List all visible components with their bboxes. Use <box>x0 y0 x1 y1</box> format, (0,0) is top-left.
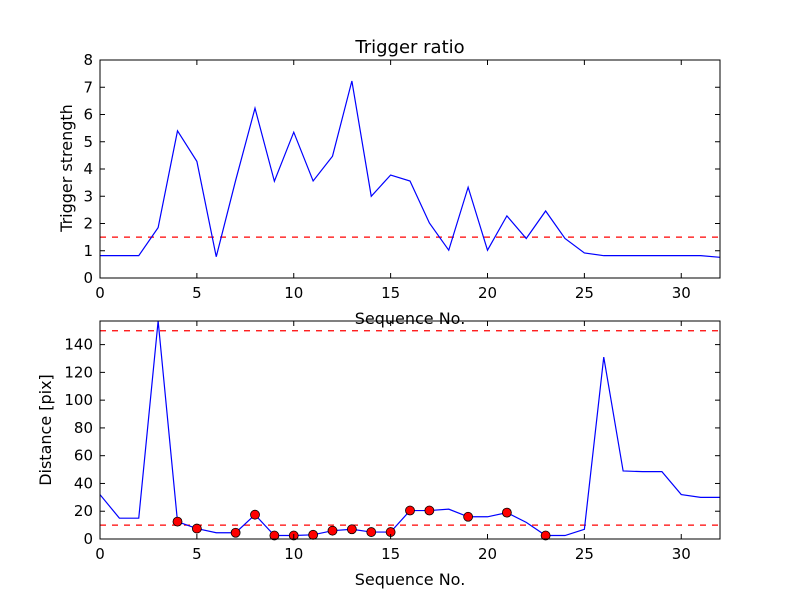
distance-marker-point <box>463 511 474 522</box>
distance-marker-point <box>501 507 512 518</box>
distance-marker-point <box>405 505 415 516</box>
distance-axes: Sequence No. Distance [pix] 0 5 10 15 20 25 30… <box>36 320 721 589</box>
trigger-ratio-xlabel: Sequence No. <box>355 309 466 328</box>
distance-xtick-label: 15 <box>381 545 400 563</box>
distance-ytick-label: 80 <box>74 419 93 437</box>
distance-xtick-label: 30 <box>672 545 691 563</box>
distance-marker-point <box>172 516 183 527</box>
distance-marker-point <box>327 525 338 536</box>
trigger-ratio-series-line-0 <box>100 80 720 258</box>
trigger-ratio-ytick-label: 1 <box>83 242 93 260</box>
trigger-ratio-ylabel: Trigger strength <box>57 104 76 233</box>
trigger-ratio-ytick-label: 3 <box>83 187 93 205</box>
trigger-ratio-xtick-label: 5 <box>192 284 202 302</box>
distance-xlabel: Sequence No. <box>355 570 466 589</box>
trigger-ratio-ytick-label: 7 <box>83 78 93 96</box>
trigger-ratio-xtick-label: 10 <box>284 284 303 302</box>
distance-xtick-label: 10 <box>284 545 303 563</box>
distance-marker-point <box>308 529 319 540</box>
trigger-ratio-ytick-label: 5 <box>83 133 93 151</box>
trigger-ratio-xtick-label: 20 <box>478 284 497 302</box>
distance-axes-frame <box>99 320 721 540</box>
distance-ytick-label: 0 <box>83 530 93 548</box>
distance-marker-point <box>366 527 377 537</box>
distance-marker-point <box>250 509 260 520</box>
distance-marker-point <box>424 505 435 516</box>
distance-ytick-label: 60 <box>74 447 93 465</box>
trigger-ratio-plot-area <box>100 80 720 258</box>
trigger-ratio-xtick-label: 30 <box>672 284 691 302</box>
distance-ytick-label: 140 <box>64 336 93 354</box>
distance-ytick-label: 120 <box>64 363 93 381</box>
distance-xtick-label: 25 <box>575 545 594 563</box>
distance-marker-point <box>346 524 357 535</box>
distance-ytick-label: 20 <box>74 502 93 520</box>
trigger-ratio-xtick-label: 15 <box>381 284 400 302</box>
trigger-ratio-title: Trigger ratio <box>354 37 464 58</box>
trigger-ratio-ytick-label: 2 <box>83 215 93 233</box>
trigger-ratio-ytick-label: 8 <box>83 51 93 69</box>
distance-marker-point <box>191 523 202 534</box>
distance-ytick-label: 40 <box>74 474 93 492</box>
distance-marker-point <box>540 530 551 541</box>
distance-ytick-label: 100 <box>64 391 93 409</box>
trigger-ratio-xtick-label: 25 <box>575 284 594 302</box>
trigger-ratio-ytick-label: 0 <box>83 269 93 287</box>
distance-marker-point <box>230 527 241 538</box>
trigger-ratio-xtick-label: 0 <box>95 284 105 302</box>
trigger-ratio-ytick-label: 4 <box>83 160 93 178</box>
distance-xtick-label: 5 <box>192 545 202 563</box>
trigger-ratio-axes: Trigger ratio Sequence No. Trigger stren… <box>57 37 721 328</box>
distance-xtick-label: 0 <box>95 545 105 563</box>
trigger-ratio-ytick-label: 6 <box>83 106 93 124</box>
distance-marker-point <box>269 530 280 541</box>
distance-ylabel: Distance [pix] <box>36 374 55 486</box>
distance-xtick-label: 20 <box>478 545 497 563</box>
